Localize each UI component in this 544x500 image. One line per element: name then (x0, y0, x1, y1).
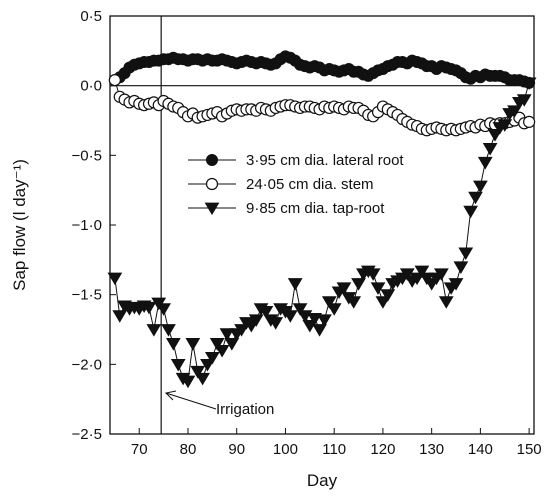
data-point-tap-root (375, 296, 391, 309)
data-point-tap-root (463, 205, 479, 219)
data-point-tap-root (224, 338, 240, 351)
data-point-tap-root (521, 77, 537, 91)
data-point-tap-root (268, 317, 284, 330)
irrigation-arrow-line (165, 392, 217, 410)
x-tick-label: 150 (517, 441, 542, 458)
x-tick-label: 140 (468, 441, 493, 458)
data-point-tap-root (321, 296, 337, 309)
legend-marker-tap-root (204, 202, 220, 216)
data-point-tap-root (317, 314, 332, 327)
data-point-tap-root (468, 191, 483, 205)
data-point-tap-root (307, 312, 323, 326)
data-point-tap-root (434, 268, 449, 281)
x-tick-label: 110 (322, 441, 346, 458)
data-point-tap-root (200, 358, 215, 372)
data-point-tap-root (497, 119, 513, 132)
legend-marker-lateral-root (206, 154, 218, 166)
data-point-tap-root (107, 272, 123, 286)
legend-label-lateral-root: 3·95 cm dia. lateral root (246, 152, 404, 169)
data-point-tap-root (141, 301, 157, 315)
data-point-tap-root (346, 296, 362, 309)
data-point-tap-root (156, 303, 171, 316)
data-point-tap-root (112, 310, 128, 323)
data-point-tap-root (516, 94, 532, 107)
data-point-tap-root (351, 278, 366, 291)
legend-marker-stem (205, 177, 219, 191)
data-point-tap-root (248, 314, 264, 327)
series-lateral-root (108, 50, 536, 89)
x-tick-label: 130 (419, 441, 444, 458)
data-point-tap-root (185, 338, 201, 351)
y-tick-label: 0·5 (80, 8, 102, 25)
x-tick-label: 90 (228, 441, 245, 458)
data-point-tap-root (209, 338, 225, 351)
data-point-tap-root (473, 180, 488, 194)
y-tick-label: −2·0 (72, 356, 102, 373)
series-stem (108, 73, 536, 137)
data-point-tap-root (326, 303, 342, 316)
y-tick-label: −0·5 (72, 147, 102, 164)
y-tick-label: −2·5 (72, 426, 102, 443)
data-point-tap-root (380, 289, 396, 302)
data-point-tap-root (438, 296, 454, 309)
data-point-tap-root (370, 282, 386, 295)
data-point-tap-root (204, 351, 220, 365)
legend-label-tap-root: 9·85 cm dia. tap-root (246, 200, 385, 217)
irrigation-arrow-head (164, 390, 177, 401)
data-point-tap-root (336, 282, 352, 295)
legend: 3·95 cm dia. lateral root 24·05 cm dia. s… (188, 152, 404, 217)
data-point-tap-root (180, 375, 196, 389)
data-point-tap-root (482, 142, 498, 156)
irrigation-label: Irrigation (216, 401, 274, 418)
data-point-tap-root (477, 156, 493, 170)
series-tap-root (107, 77, 537, 389)
x-tick-label: 120 (370, 441, 395, 458)
y-tick-label: −1·5 (72, 287, 102, 304)
data-point-tap-root (399, 268, 415, 281)
y-axis-ticks: 0·5 0·0 −0·5 −1·0 −1·5 −2·0 −2·5 (72, 8, 116, 443)
data-point-tap-root (365, 268, 381, 281)
data-point-tap-root (161, 324, 176, 337)
data-point-tap-root (312, 324, 327, 337)
data-point-tap-root (458, 247, 474, 261)
data-point-tap-root (414, 265, 430, 279)
series-layer (107, 50, 537, 389)
data-point-tap-root (287, 278, 303, 291)
data-point-tap-root (170, 358, 186, 372)
data-point-tap-root (453, 261, 469, 274)
data-point-stem (523, 115, 536, 128)
data-point-stem (108, 73, 121, 87)
x-tick-label: 70 (131, 441, 148, 458)
data-point-tap-root (219, 328, 235, 341)
data-point-tap-root (448, 278, 464, 291)
x-axis-ticks: 70 80 90 100 110 120 130 140 150 (131, 428, 542, 458)
legend-label-stem: 24·05 cm dia. stem (246, 176, 374, 193)
data-point-tap-root (409, 272, 425, 286)
data-point-tap-root (302, 319, 318, 333)
data-point-tap-root (258, 306, 274, 319)
data-point-tap-root (507, 105, 522, 118)
data-point-tap-root (214, 345, 230, 358)
data-point-tap-root (195, 372, 210, 386)
y-tick-label: −1·0 (72, 217, 102, 234)
x-tick-label: 80 (180, 441, 197, 458)
data-point-tap-root (234, 324, 249, 337)
data-point-tap-root (165, 338, 181, 351)
y-axis-title: Sap flow (l day⁻¹) (10, 159, 29, 291)
reference-lines (110, 16, 534, 434)
data-point-tap-root (146, 324, 162, 337)
irrigation-annotation: Irrigation (164, 390, 274, 418)
data-point-tap-root (487, 129, 503, 142)
x-axis-title: Day (307, 471, 338, 490)
data-point-tap-root (292, 303, 308, 316)
y-tick-label: 0·0 (80, 78, 102, 95)
data-point-tap-root (282, 310, 298, 323)
x-tick-label: 100 (273, 441, 298, 458)
data-point-tap-root (190, 365, 206, 379)
